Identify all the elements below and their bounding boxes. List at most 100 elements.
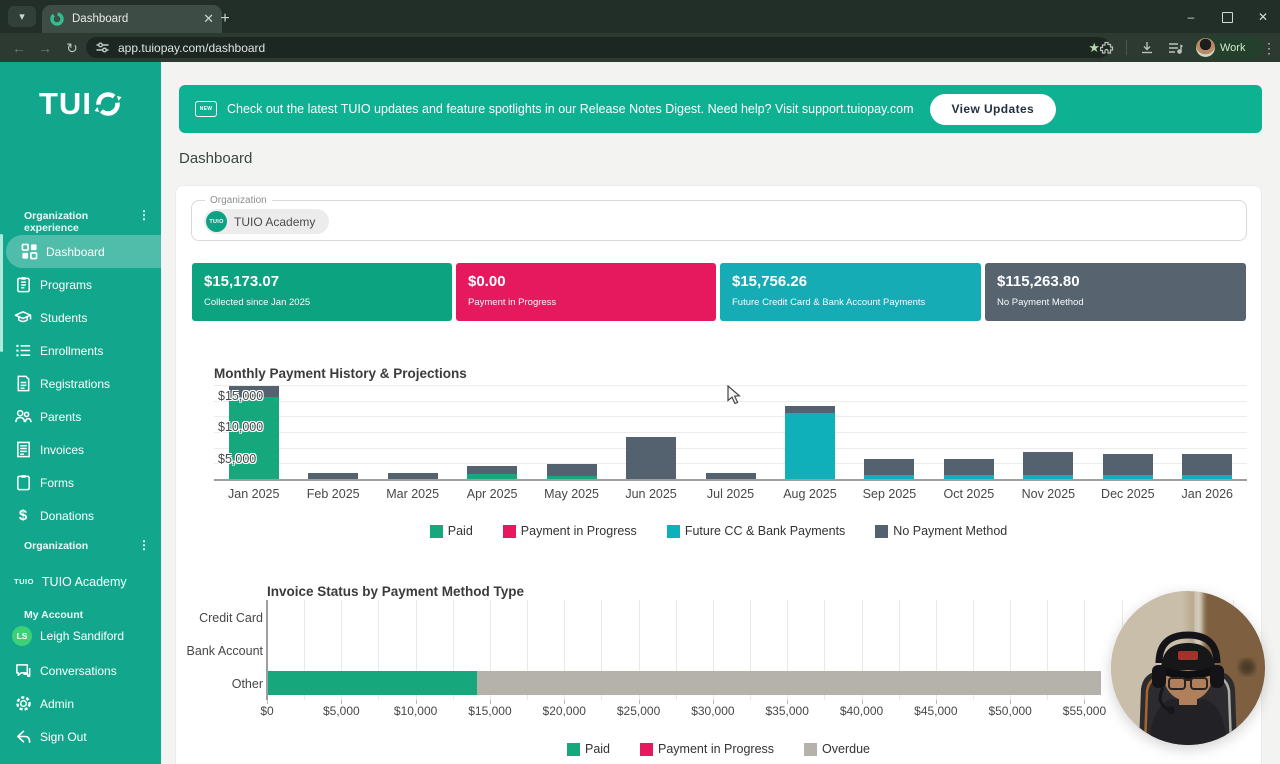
gridline [527, 600, 529, 700]
sidebar-item-donations[interactable]: $ Donations [0, 499, 161, 532]
clipboard-icon [14, 474, 32, 492]
sidebar-item-signout[interactable]: Sign Out [0, 720, 161, 753]
sidebar-item-registrations[interactable]: Registrations [0, 367, 161, 400]
new-tab-button[interactable]: + [220, 10, 230, 27]
sidebar-scrollbar[interactable] [0, 234, 3, 352]
gridline [341, 600, 343, 700]
legend-label: Payment in Progress [520, 524, 637, 538]
organization-chip[interactable]: TUIO TUIO Academy [204, 209, 330, 234]
view-updates-button[interactable]: View Updates [929, 93, 1057, 125]
browser-profile-chip[interactable]: Work [1194, 36, 1264, 59]
sidebar-item-label: Dashboard [46, 244, 105, 259]
gridline [452, 600, 454, 700]
browser-menu-kebab-icon[interactable]: ⋮ [1262, 39, 1276, 56]
sidebar-item-forms[interactable]: Forms [0, 466, 161, 499]
address-bar[interactable]: app.tuiopay.com/dashboard ★ [86, 37, 1110, 58]
x-axis-tick-label: $45,000 [914, 704, 958, 718]
x-axis-tick-mark [489, 700, 491, 704]
stat-amount: $115,263.80 [997, 273, 1080, 290]
graduation-cap-icon [14, 309, 32, 327]
invoice-status-legend: Paid Payment in Progress Overdue [175, 742, 1262, 756]
gridline [214, 447, 1247, 449]
sidebar-item-tuio-academy[interactable]: TUIO TUIO Academy [0, 565, 161, 598]
bar-segment [387, 473, 438, 480]
gridline [304, 600, 306, 700]
sidebar-item-dashboard[interactable]: Dashboard [6, 235, 161, 268]
gridline [787, 600, 789, 700]
stat-card-future-payments: $15,756.26 Future Credit Card & Bank Acc… [720, 263, 981, 321]
sidebar-item-admin[interactable]: Admin [0, 687, 161, 720]
extensions-icon[interactable] [1096, 37, 1118, 59]
x-axis-tick-mark [935, 700, 937, 704]
bar-segment [1102, 474, 1153, 480]
bar-segment [467, 465, 518, 475]
browser-tab-dashboard[interactable]: Dashboard ✕ [42, 5, 222, 33]
x-axis-category-label: May 2025 [544, 487, 600, 501]
x-axis-category-label: Jun 2025 [625, 487, 677, 501]
window-minimize-button[interactable]: – [1187, 10, 1195, 24]
tab-close-icon[interactable]: ✕ [203, 11, 214, 26]
logo-text: TUI [39, 86, 92, 121]
y-axis-tick-label: $15,000 [218, 388, 264, 403]
stat-card-no-payment-method: $115,263.80 No Payment Method [985, 263, 1246, 321]
experience-menu-kebab-icon[interactable]: ⋮ [138, 208, 150, 222]
window-maximize-button[interactable] [1214, 6, 1240, 28]
bar-segment [228, 385, 279, 398]
sidebar-item-invoices[interactable]: Invoices [0, 433, 161, 466]
sidebar: TUI Organization experience ⋮ Dashboard … [0, 62, 161, 764]
sidebar-item-programs[interactable]: Programs [0, 268, 161, 301]
tab-search-button[interactable]: ▾ [8, 6, 36, 27]
sidebar-item-conversations[interactable]: Conversations [0, 654, 161, 687]
legend-item-future: Future CC & Bank Payments [666, 524, 845, 538]
user-name: Leigh Sandiford [40, 628, 125, 643]
payment-history-chart-title: Monthly Payment History & Projections [214, 366, 467, 381]
download-icon[interactable] [1136, 37, 1158, 59]
x-axis-category-label: Aug 2025 [783, 487, 837, 501]
gridline [712, 600, 714, 700]
x-axis-tick-label: $5,000 [322, 704, 360, 718]
sidebar-item-enrollments[interactable]: Enrollments [0, 334, 161, 367]
reload-button[interactable]: ↻ [66, 39, 78, 56]
bar-segment [864, 474, 915, 480]
legend-item-paid: Paid [566, 742, 610, 756]
x-axis-tick-mark [1010, 700, 1012, 704]
legend-label: Payment in Progress [658, 742, 775, 756]
section-my-account: My Account [24, 609, 84, 621]
section-organization-experience: Organization experience [24, 210, 89, 234]
sidebar-item-user[interactable]: LS Leigh Sandiford [0, 619, 161, 652]
gridline [1084, 600, 1086, 700]
organization-menu-kebab-icon[interactable]: ⋮ [138, 538, 150, 552]
site-settings-icon[interactable] [96, 41, 109, 54]
new-badge-icon: NEW [195, 101, 217, 117]
legend-item-overdue: Overdue [804, 742, 870, 756]
stat-card-collected: $15,173.07 Collected since Jan 2025 [192, 263, 452, 321]
gridline [214, 384, 1247, 386]
sidebar-item-label: Enrollments [40, 343, 104, 358]
bar-segment [267, 671, 477, 696]
back-button[interactable]: ← [12, 40, 26, 56]
sidebar-item-parents[interactable]: Parents [0, 400, 161, 433]
x-axis-tick-label: $0 [260, 704, 274, 718]
banner-message: Check out the latest TUIO updates and fe… [227, 102, 914, 116]
bar-segment [546, 464, 597, 477]
legend-swatch [429, 524, 443, 538]
sidebar-item-label: Sign Out [40, 729, 87, 744]
tuio-org-logo-icon: TUIO [206, 211, 227, 232]
legend-label: No Payment Method [893, 524, 1008, 538]
gridline [214, 463, 1247, 465]
sidebar-item-students[interactable]: Students [0, 301, 161, 334]
legend-swatch [502, 524, 516, 538]
bookmark-star-icon[interactable]: ★ [1088, 39, 1100, 55]
legend-item-paid: Paid [429, 524, 473, 538]
stat-label: Future Credit Card & Bank Account Paymen… [732, 297, 926, 308]
organization-field-label: Organization [205, 195, 272, 206]
toolbar-divider [1126, 40, 1127, 55]
sidebar-item-label: Parents [40, 409, 82, 424]
gridline [973, 600, 974, 700]
media-list-icon[interactable] [1164, 37, 1186, 59]
window-close-button[interactable]: ✕ [1257, 10, 1269, 24]
forward-button[interactable]: → [38, 40, 52, 56]
release-notes-banner: NEW Check out the latest TUIO updates an… [179, 85, 1262, 133]
y-axis-line [266, 600, 268, 700]
gridline [1010, 600, 1012, 700]
